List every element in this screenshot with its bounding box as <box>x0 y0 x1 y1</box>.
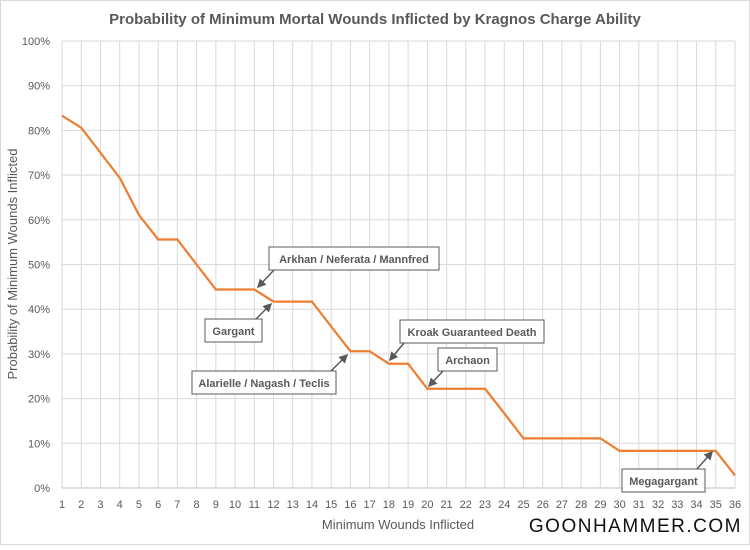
annotation-arrow <box>427 370 444 388</box>
x-tick-label: 12 <box>267 499 279 511</box>
x-tick-label: 14 <box>306 499 318 511</box>
annotation-callout: Alarielle / Nagash / Teclis <box>191 353 349 395</box>
x-tick-label: 23 <box>479 499 491 511</box>
annotation-callout: Gargant <box>204 302 273 343</box>
annotation-arrow <box>696 450 713 470</box>
x-tick-labels: 1 2 3 4 5 6 7 8 9 10 11 12 13 14 15 16 17 18 19 20 21 22 23 24 2… <box>59 499 741 511</box>
y-tick-label: 70% <box>28 170 50 182</box>
x-tick-label: 5 <box>136 499 142 511</box>
x-tick-label: 6 <box>155 499 161 511</box>
x-tick-label: 27 <box>556 499 568 511</box>
y-tick-label: 90% <box>28 81 50 93</box>
annotation-callout: Megagargant <box>621 450 713 493</box>
x-tick-label: 13 <box>287 499 299 511</box>
goonhammer-watermark: GOONHAMMER.COM <box>529 516 742 537</box>
y-tick-label: 100% <box>22 36 50 48</box>
x-tick-label: 19 <box>402 499 414 511</box>
annotation-label: Arkhan / Neferata / Mannfred <box>279 254 429 266</box>
x-tick-label: 29 <box>594 499 606 511</box>
y-tick-labels: 0% 10% 20% 30% 40% 50% 60% 70% 80% 90% 100% <box>22 36 50 495</box>
annotation-arrow <box>330 353 349 372</box>
x-tick-label: 16 <box>344 499 356 511</box>
x-axis-label: Minimum Wounds Inflicted <box>322 517 474 532</box>
y-tick-label: 60% <box>28 215 50 227</box>
x-tick-label: 26 <box>537 499 549 511</box>
annotation-callout: Archaon <box>427 347 498 388</box>
annotation-box <box>191 370 337 395</box>
x-tick-label: 15 <box>325 499 337 511</box>
annotation-box <box>399 319 545 344</box>
y-tick-label: 40% <box>28 304 50 316</box>
x-tick-label: 21 <box>440 499 452 511</box>
annotation-callout: Kroak Guaranteed Death <box>389 319 545 362</box>
chart-title: Probability of Minimum Mortal Wounds Inf… <box>109 11 641 28</box>
x-tick-label: 11 <box>249 499 260 511</box>
annotation-callout: Arkhan / Neferata / Mannfred <box>256 246 440 289</box>
y-tick-label: 50% <box>28 260 50 272</box>
x-tick-label: 3 <box>97 499 103 511</box>
annotation-arrow <box>389 342 405 362</box>
x-tick-label: 8 <box>194 499 200 511</box>
y-tick-label: 30% <box>28 349 50 361</box>
x-tick-label: 31 <box>633 499 645 511</box>
x-tick-label: 32 <box>652 499 664 511</box>
x-tick-label: 9 <box>213 499 219 511</box>
x-tick-label: 22 <box>460 499 472 511</box>
annotation-box <box>437 347 498 372</box>
y-axis-label: Probability of Minimum Wounds Inflicted <box>5 149 20 380</box>
x-tick-label: 20 <box>421 499 433 511</box>
annotation-arrow <box>255 302 273 320</box>
annotation-label: Archaon <box>445 355 490 367</box>
x-tick-label: 18 <box>383 499 395 511</box>
x-tick-label: 1 <box>59 499 65 511</box>
y-tick-label: 80% <box>28 125 50 137</box>
annotation-arrow <box>256 269 275 289</box>
y-tick-label: 20% <box>28 394 50 406</box>
series-line <box>61 114 736 477</box>
x-tick-label: 24 <box>498 499 510 511</box>
x-tick-label: 35 <box>710 499 722 511</box>
x-tick-label: 4 <box>117 499 123 511</box>
annotation-label: Gargant <box>212 326 255 338</box>
x-tick-label: 25 <box>517 499 529 511</box>
x-tick-label: 36 <box>729 499 741 511</box>
x-tick-label: 33 <box>671 499 683 511</box>
y-tick-label: 0% <box>34 483 50 495</box>
annotation-label: Kroak Guaranteed Death <box>408 327 537 339</box>
x-tick-label: 30 <box>614 499 626 511</box>
annotation-label: Megagargant <box>629 476 698 488</box>
x-tick-label: 17 <box>364 499 376 511</box>
x-tick-label: 7 <box>174 499 180 511</box>
annotation-label: Alarielle / Nagash / Teclis <box>198 378 329 390</box>
x-tick-label: 34 <box>690 499 702 511</box>
annotation-box <box>268 246 440 271</box>
x-tick-label: 10 <box>229 499 241 511</box>
annotation-box <box>621 468 706 493</box>
x-tick-label: 2 <box>78 499 84 511</box>
y-tick-label: 10% <box>28 438 50 450</box>
annotations: Arkhan / Neferata / Mannfred Gargant Alari… <box>191 246 713 493</box>
annotation-box <box>204 318 263 343</box>
x-tick-label: 28 <box>575 499 587 511</box>
